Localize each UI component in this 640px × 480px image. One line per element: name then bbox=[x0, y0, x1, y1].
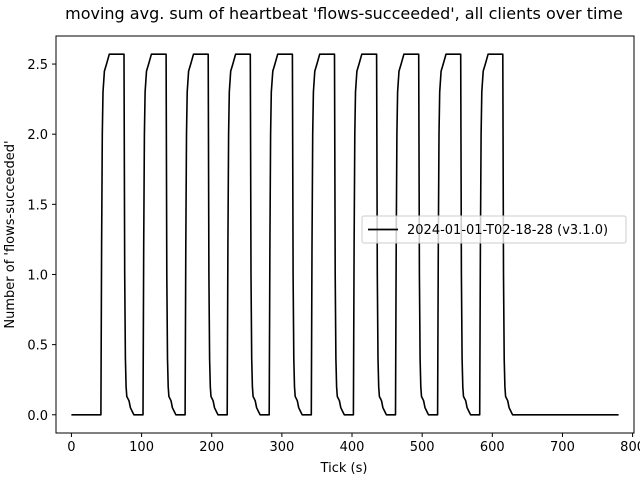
x-tick-label: 200 bbox=[199, 440, 224, 455]
x-tick-label: 700 bbox=[550, 440, 575, 455]
y-tick-label: 2.0 bbox=[27, 128, 48, 143]
plot-area bbox=[55, 35, 635, 434]
x-axis: 0 100 200 300 400 500 600 700 800 bbox=[67, 433, 640, 455]
legend-entry-label: 2024-01-01-T02-18-28 (v3.1.0) bbox=[407, 223, 608, 238]
series-line-0 bbox=[71, 53, 619, 416]
x-tick-label: 100 bbox=[129, 440, 154, 455]
y-tick-label: 0.0 bbox=[27, 409, 48, 424]
y-axis: 0.0 0.5 1.0 1.5 2.0 2.5 bbox=[27, 58, 56, 424]
y-tick-label: 2.5 bbox=[27, 58, 48, 73]
y-tick-label: 1.5 bbox=[27, 198, 48, 213]
x-axis-label: Tick (s) bbox=[320, 461, 368, 476]
y-tick-label: 0.5 bbox=[27, 339, 48, 354]
x-tick-label: 800 bbox=[620, 440, 640, 455]
x-tick-label: 400 bbox=[340, 440, 365, 455]
y-tick-label: 1.0 bbox=[27, 268, 48, 283]
x-tick-label: 500 bbox=[410, 440, 435, 455]
x-tick-label: 0 bbox=[67, 440, 75, 455]
legend: 2024-01-01-T02-18-28 (v3.1.0) bbox=[361, 215, 627, 244]
x-tick-label: 600 bbox=[480, 440, 505, 455]
x-tick-label: 300 bbox=[269, 440, 294, 455]
chart-title: moving avg. sum of heartbeat 'flows-succ… bbox=[65, 4, 623, 23]
y-axis-label: Number of 'flows-succeeded' bbox=[3, 140, 18, 328]
series-layer bbox=[71, 53, 619, 416]
legend-box bbox=[361, 215, 627, 244]
